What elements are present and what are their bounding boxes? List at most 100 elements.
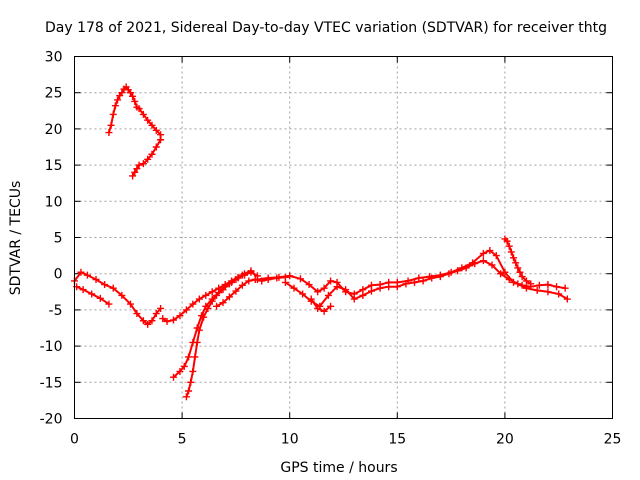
data-point <box>79 286 87 294</box>
data-point <box>208 297 216 305</box>
data-point <box>135 105 143 113</box>
data-point <box>522 284 530 292</box>
data-point <box>454 267 462 275</box>
data-point <box>296 275 304 283</box>
data-point <box>238 281 246 289</box>
data-point <box>189 367 197 375</box>
data-point <box>133 165 141 173</box>
data-point <box>555 290 563 298</box>
data-point <box>101 281 109 289</box>
x-tick-label: 20 <box>496 432 514 448</box>
data-point <box>305 281 313 289</box>
data-point <box>503 237 511 245</box>
data-point <box>327 277 335 285</box>
data-point <box>367 287 375 295</box>
data-point <box>191 353 199 361</box>
data-point <box>105 129 113 137</box>
data-point <box>202 291 210 299</box>
data-point <box>118 291 126 299</box>
data-point <box>359 291 367 299</box>
data-point <box>561 284 569 292</box>
data-point <box>187 378 195 386</box>
data-series <box>71 83 571 401</box>
data-point <box>225 293 233 301</box>
data-point <box>402 280 410 288</box>
chart-title: Day 178 of 2021, Sidereal Day-to-day VTE… <box>45 20 607 36</box>
data-point <box>92 275 100 283</box>
y-tick-label: -5 <box>49 303 63 319</box>
y-tick-label: -15 <box>40 375 63 391</box>
data-point <box>333 283 341 291</box>
series-arc-mid-b <box>281 257 571 310</box>
x-tick-label: 5 <box>178 432 187 448</box>
data-point <box>314 304 322 312</box>
data-point <box>219 286 227 294</box>
series-line <box>215 276 287 308</box>
data-point <box>415 274 423 282</box>
x-tick-label: 25 <box>604 432 622 448</box>
data-point <box>501 268 509 276</box>
data-point <box>428 274 436 282</box>
data-point <box>193 338 201 346</box>
data-point <box>144 320 152 328</box>
axis-ticks: 0 5 10 15 20 25 -20 -15 -10 -5 0 5 10 15 20 25 30 <box>40 50 622 448</box>
y-tick-label: 10 <box>45 194 63 210</box>
data-point <box>436 273 444 281</box>
series-arc-mid-c <box>307 295 335 315</box>
data-point <box>488 261 496 269</box>
data-point <box>163 317 171 325</box>
data-point <box>185 387 193 395</box>
data-point <box>126 300 134 308</box>
data-point <box>544 288 552 296</box>
data-point <box>307 295 315 303</box>
data-point <box>126 89 134 97</box>
series-line <box>310 298 332 313</box>
y-tick-label: 0 <box>54 267 63 283</box>
series-arc-early-high <box>105 83 165 180</box>
data-point <box>563 295 571 303</box>
data-point <box>281 278 289 286</box>
data-point <box>497 270 505 278</box>
data-point <box>505 275 513 283</box>
data-point <box>376 284 384 292</box>
data-point <box>522 277 530 285</box>
grid-lines <box>74 56 613 419</box>
data-point <box>462 264 470 272</box>
data-point <box>514 280 522 288</box>
data-point <box>131 168 139 176</box>
data-point <box>111 102 119 110</box>
data-point <box>135 161 143 169</box>
data-point <box>232 287 240 295</box>
data-point <box>314 288 322 296</box>
data-point <box>350 295 358 303</box>
data-point <box>88 290 96 298</box>
data-point <box>324 291 332 299</box>
data-point <box>479 249 487 257</box>
data-point <box>385 283 393 291</box>
data-point <box>180 362 188 370</box>
data-point <box>109 110 117 118</box>
data-point <box>169 316 177 324</box>
x-axis-label: GPS time / hours <box>280 460 397 476</box>
data-point <box>152 126 160 134</box>
data-point <box>182 306 190 314</box>
data-point <box>157 136 165 144</box>
data-point <box>182 393 190 401</box>
data-point <box>200 313 208 321</box>
data-point <box>247 267 255 275</box>
data-point <box>77 268 85 276</box>
data-point <box>133 310 141 318</box>
data-point <box>533 286 541 294</box>
data-point <box>204 304 212 312</box>
data-point <box>114 96 122 104</box>
data-point <box>510 254 518 262</box>
data-point <box>245 277 253 285</box>
series-line <box>73 271 162 326</box>
data-point <box>553 283 561 291</box>
data-point <box>159 315 167 323</box>
data-point <box>514 264 522 272</box>
y-tick-label: 20 <box>45 122 63 138</box>
data-point <box>238 271 246 279</box>
data-point <box>208 288 216 296</box>
